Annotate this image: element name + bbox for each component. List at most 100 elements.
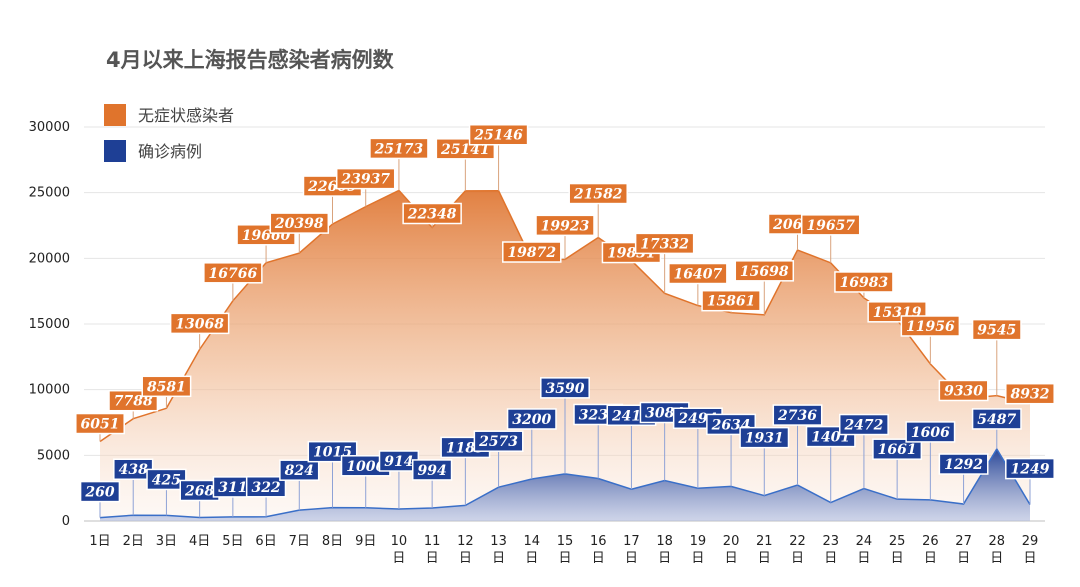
confirmed-label-box (540, 377, 590, 399)
confirmed-label-box (838, 413, 889, 436)
data-labels-asymptomatic: 6051778885811306816766196602039822609239… (75, 123, 1055, 442)
x-tick-label: 6日 (255, 534, 276, 549)
confirmed-data-label: 994 (418, 463, 447, 479)
confirmed-data-label: 3200 (512, 412, 551, 428)
x-tick-label: 4日 (189, 534, 210, 549)
asymptomatic-data-label: 25141 (440, 142, 490, 158)
x-tick-label: 1日 (89, 534, 110, 549)
asymptomatic-label-box (203, 262, 263, 284)
asymptomatic-label-box (169, 312, 230, 335)
legend-label-confirmed: 确诊病例 (138, 142, 202, 161)
asymptomatic-data-label: 13068 (175, 316, 224, 332)
x-tick-label: 29 日 (1022, 534, 1039, 566)
x-tick-label: 28 日 (989, 534, 1006, 566)
asymptomatic-data-label: 22348 (407, 206, 457, 222)
asymptomatic-label-box (468, 123, 529, 146)
asymptomatic-label-box (938, 379, 989, 402)
confirmed-data-label: 2573 (478, 434, 518, 450)
confirmed-label-box (411, 459, 453, 481)
asymptomatic-label-box (900, 315, 961, 337)
asymptomatic-data-label: 11956 (906, 319, 955, 335)
asymptomatic-data-label: 17332 (640, 236, 689, 252)
asymptomatic-label-box (701, 289, 761, 312)
confirmed-label-box (506, 408, 557, 430)
asymptomatic-data-label: 15698 (740, 264, 789, 280)
asymptomatic-label-box (1005, 382, 1055, 405)
asymptomatic-label-box (369, 137, 429, 160)
asymptomatic-data-label: 20398 (274, 216, 324, 232)
y-tick-label: 25000 (29, 186, 70, 201)
confirmed-label-box (971, 408, 1022, 430)
asymptomatic-data-label: 8932 (1011, 387, 1050, 403)
confirmed-data-label: 1931 (745, 431, 784, 447)
asymptomatic-label-box (269, 212, 330, 234)
asymptomatic-label-box (535, 214, 595, 237)
asymptomatic-data-label: 16766 (208, 266, 257, 282)
confirmed-data-label: 1606 (911, 425, 950, 441)
confirmed-data-label: 1006 (346, 459, 385, 475)
y-axis: 0 5000 10000 15000 20000 25000 30000 (29, 120, 70, 529)
chart-title: 4月以来上海报告感染者病例数 (106, 48, 395, 72)
confirmed-data-label: 438 (119, 462, 148, 478)
confirmed-data-label: 425 (152, 472, 181, 488)
asymptomatic-data-label: 16407 (673, 267, 722, 283)
x-tick-label: 14 日 (524, 534, 541, 566)
x-tick-label: 21 日 (756, 534, 773, 566)
confirmed-label-box (473, 430, 524, 452)
asymptomatic-label-box (634, 232, 695, 255)
asymptomatic-data-label: 19872 (507, 245, 556, 261)
asymptomatic-label-box (971, 318, 1022, 341)
asymptomatic-data-label: 7788 (114, 394, 153, 410)
confirmed-data-label: 1292 (944, 457, 983, 473)
asymptomatic-data-label: 21582 (573, 187, 623, 203)
x-tick-label: 23 日 (822, 534, 839, 566)
asymptomatic-data-label: 16983 (840, 275, 889, 291)
legend: 无症状感染者 确诊病例 (104, 104, 234, 162)
asymptomatic-data-label: 19657 (806, 218, 855, 234)
asymptomatic-data-label: 8581 (147, 379, 186, 395)
confirmed-data-label: 260 (84, 485, 114, 501)
area-confirmed (100, 448, 1030, 521)
y-tick-label: 0 (62, 514, 70, 529)
x-tick-label: 8日 (322, 534, 343, 549)
x-tick-label: 11 日 (424, 534, 441, 566)
x-tick-label: 15 日 (557, 534, 574, 566)
x-tick-label: 2日 (123, 534, 144, 549)
confirmed-label-box (279, 459, 320, 481)
confirmed-label-box (772, 404, 823, 426)
asymptomatic-data-label: 19923 (541, 218, 590, 234)
confirmed-label-box (245, 476, 287, 498)
x-tick-label: 20 日 (723, 534, 740, 566)
asymptomatic-data-label: 25146 (473, 128, 523, 144)
asymptomatic-label-box (402, 202, 462, 225)
y-tick-label: 20000 (29, 251, 70, 266)
x-tick-label: 9日 (355, 534, 376, 549)
asymptomatic-label-box (834, 271, 894, 293)
x-tick-label: 16 日 (590, 534, 607, 566)
confirmed-label-box (905, 421, 956, 443)
x-tick-label: 13 日 (490, 534, 507, 566)
x-tick-label: 24 日 (856, 534, 873, 566)
confirmed-data-label: 322 (251, 480, 280, 496)
x-tick-label: 19 日 (690, 534, 707, 566)
asymptomatic-data-label: 15861 (707, 294, 756, 310)
asymptomatic-label-box (568, 182, 628, 205)
x-tick-label: 27 日 (955, 534, 972, 566)
x-tick-label: 17 日 (623, 534, 640, 566)
x-tick-label: 18 日 (656, 534, 673, 566)
confirmed-data-label: 1661 (878, 442, 917, 458)
legend-swatch-confirmed (104, 140, 126, 162)
asymptomatic-label-box (668, 262, 728, 285)
confirmed-label-box (872, 438, 923, 460)
asymptomatic-data-label: 25173 (374, 141, 424, 157)
confirmed-label-box (146, 468, 187, 491)
y-tick-label: 5000 (37, 448, 70, 463)
confirmed-label-box (1005, 457, 1055, 480)
x-tick-label: 5日 (222, 534, 243, 549)
confirmed-data-label: 824 (285, 463, 314, 479)
y-tick-label: 15000 (29, 317, 70, 332)
confirmed-data-label: 2736 (777, 408, 817, 424)
y-tick-label: 10000 (29, 383, 70, 398)
